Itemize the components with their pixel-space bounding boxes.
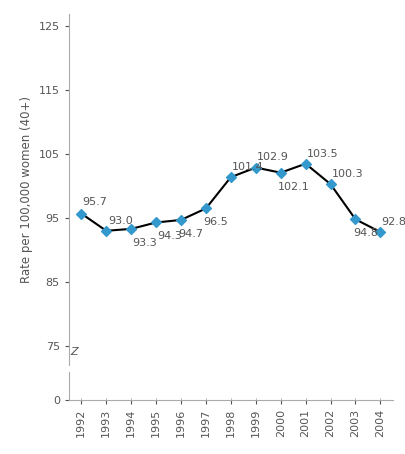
Text: 94.3: 94.3	[157, 232, 182, 242]
Point	[228, 173, 234, 181]
Point	[327, 181, 334, 188]
Point	[202, 205, 209, 212]
Text: 101.4: 101.4	[232, 162, 264, 172]
Point	[78, 210, 85, 217]
Text: 102.1: 102.1	[278, 182, 310, 192]
Point	[303, 160, 309, 168]
Text: 92.8: 92.8	[382, 217, 405, 227]
Text: 103.5: 103.5	[307, 148, 339, 158]
Text: 93.0: 93.0	[108, 216, 133, 227]
Point	[178, 216, 184, 223]
Point	[377, 228, 384, 236]
Text: 94.8: 94.8	[353, 228, 378, 238]
Point	[128, 225, 134, 232]
Text: 96.5: 96.5	[203, 217, 228, 227]
Text: 95.7: 95.7	[83, 197, 107, 207]
Text: 94.7: 94.7	[179, 229, 203, 239]
Text: 93.3: 93.3	[132, 238, 157, 248]
Point	[352, 216, 359, 223]
Text: Z: Z	[70, 347, 78, 357]
Text: 100.3: 100.3	[332, 169, 363, 179]
Point	[103, 227, 109, 234]
Point	[153, 219, 159, 226]
Y-axis label: Rate per 100,000 women (40+): Rate per 100,000 women (40+)	[20, 96, 33, 283]
Point	[277, 169, 284, 176]
Text: 102.9: 102.9	[257, 153, 289, 163]
Point	[253, 164, 259, 171]
